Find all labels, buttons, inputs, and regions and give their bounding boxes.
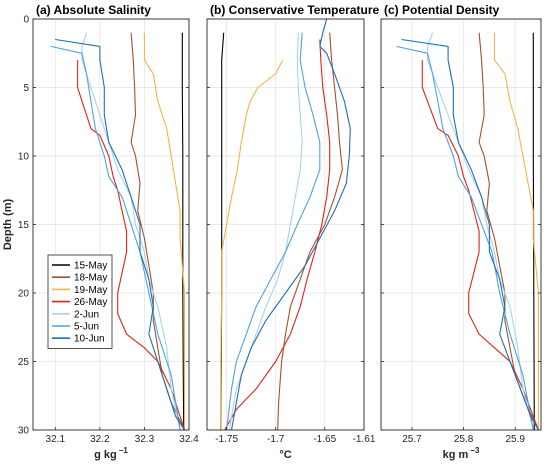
series-line-18-may	[130, 32, 185, 430]
legend-label: 15-May	[74, 261, 107, 272]
y-tick-label: 20	[18, 289, 30, 300]
x-tick-label: -1.61	[353, 434, 376, 445]
x-tick-label: 32.3	[135, 434, 155, 445]
x-tick-label: 25.9	[505, 434, 525, 445]
panel-title: (b) Conservative Temperature	[210, 3, 379, 17]
legend-label: 2-Jun	[74, 309, 99, 320]
series-group	[396, 32, 539, 430]
y-tick-label: 30	[18, 426, 30, 437]
series-line-26-may	[224, 39, 331, 430]
series-line-26-may	[421, 60, 539, 430]
x-axis-label: °C	[279, 449, 291, 461]
series-line-5-jun	[226, 32, 321, 430]
x-tick-label: 32.1	[46, 434, 66, 445]
y-tick-label: 25	[18, 357, 30, 368]
panel-title: (a) Absolute Salinity	[36, 3, 151, 17]
legend-label: 5-Jun	[74, 322, 99, 333]
x-axis-label: kg m −3	[443, 446, 480, 461]
series-line-10-jun	[401, 38, 539, 430]
series-line-19-may	[143, 32, 186, 430]
series-line-19-may	[220, 59, 284, 430]
legend-label: 10-Jun	[74, 334, 105, 345]
x-tick-label: -1.75	[215, 434, 238, 445]
series-line-5-jun	[396, 45, 534, 430]
series-line-10-jun	[55, 38, 185, 430]
legend-label: 19-May	[74, 285, 107, 296]
panel-title: (c) Potential Density	[384, 3, 500, 17]
y-axis-label: Depth (m)	[2, 199, 14, 251]
panel-2: -1.75 -1.7 -1.65 -1.61 (b) Conservative Temp…	[206, 3, 379, 461]
panel-3: 25.7 25.8 25.9 (c) Potential Density kg m −3	[380, 3, 542, 461]
series-group	[50, 32, 186, 430]
legend-label: 18-May	[74, 273, 107, 284]
series-line-15-may	[181, 32, 185, 430]
series-line-19-may	[493, 32, 539, 430]
series-line-2-jun	[81, 32, 181, 430]
x-axis-label-exponent: −1	[119, 446, 129, 455]
y-tick-label: 5	[23, 83, 29, 94]
x-tick-label: 25.7	[402, 434, 422, 445]
x-tick-label: -1.65	[313, 434, 336, 445]
series-line-18-may	[277, 32, 343, 430]
x-tick-label: 25.8	[454, 434, 474, 445]
series-line-2-jun	[229, 32, 303, 430]
series-line-26-may	[77, 60, 186, 430]
panel-1: 32.1 32.2 32.3 32.4 0 5 10 15 20 25 30 (a) Absolute…	[2, 3, 199, 461]
series-line-10-jun	[230, 19, 351, 430]
x-tick-label: 32.2	[90, 434, 110, 445]
x-tick-label: -1.7	[267, 434, 285, 445]
series-line-2-jun	[426, 32, 534, 430]
series-group	[220, 19, 351, 430]
legend-label: 26-May	[74, 297, 107, 308]
series-line-18-may	[478, 32, 539, 430]
x-tick-label: 32.4	[179, 434, 199, 445]
x-axis-label-exponent: −3	[470, 446, 480, 455]
y-tick-label: 10	[18, 152, 30, 163]
y-tick-label: 15	[18, 220, 30, 231]
x-axis-label: g kg −1	[94, 446, 128, 461]
y-tick-label: 0	[23, 15, 29, 26]
series-line-5-jun	[50, 45, 181, 430]
